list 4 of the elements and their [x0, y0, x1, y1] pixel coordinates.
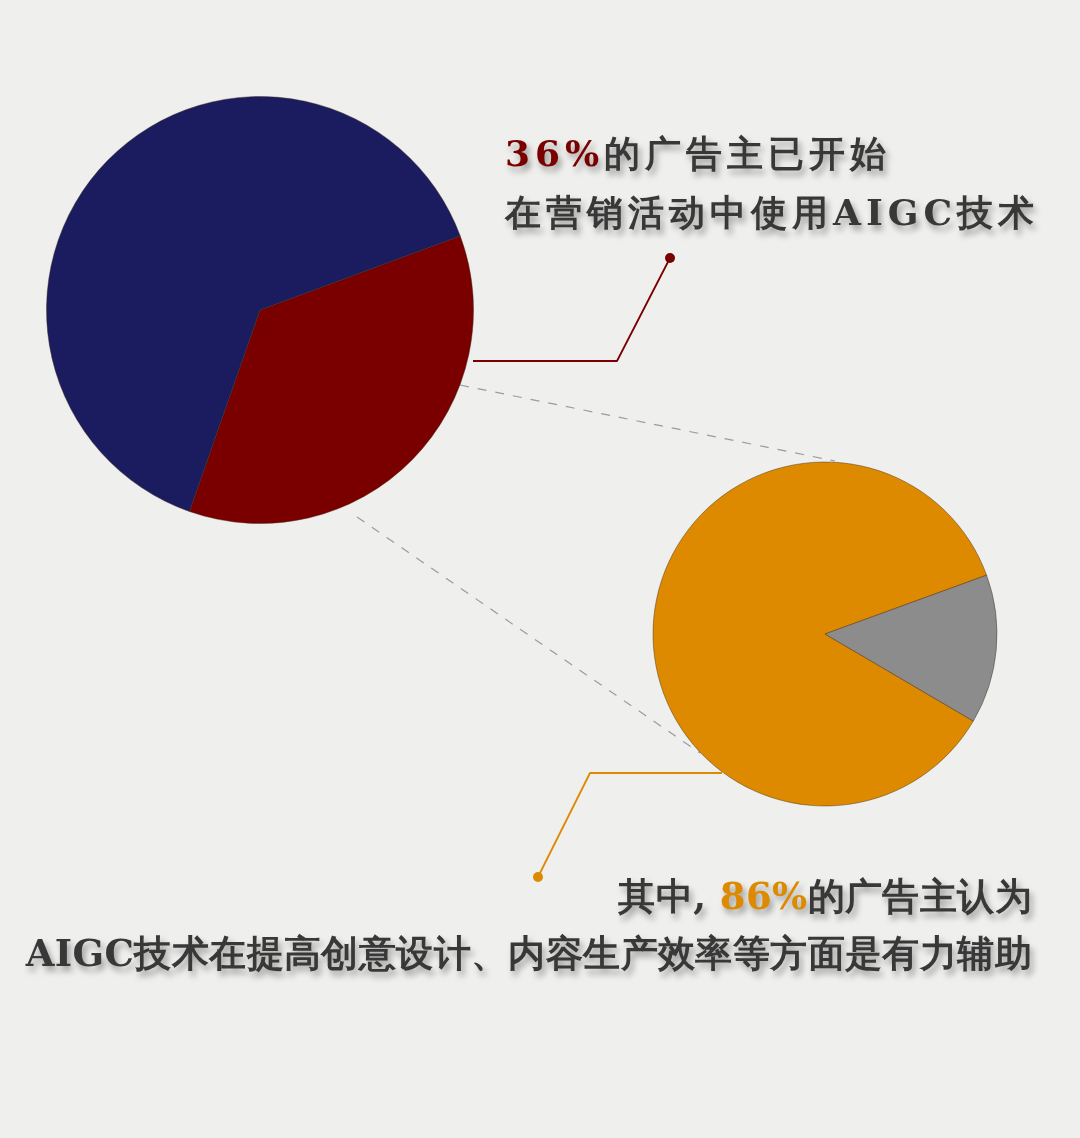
text: 36%的广告主已开始: [505, 131, 893, 176]
text: AIGC技术在提高创意设计、内容生产效率等方面是有力辅助: [25, 930, 1032, 977]
text: 在营销活动中使用AIGC技术: [505, 190, 1040, 235]
text: 其中, 86%的广告主认为: [617, 873, 1032, 920]
